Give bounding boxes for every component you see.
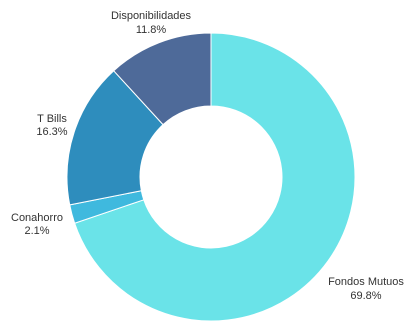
label-fondos-mutuos-name: Fondos Mutuos xyxy=(328,276,404,288)
label-t-bills-value: 16.3% xyxy=(36,126,67,138)
slice-fondos-mutuos xyxy=(73,32,356,322)
label-conahorro-name: Conahorro xyxy=(11,212,63,224)
label-fondos-mutuos-value: 69.8% xyxy=(350,290,381,302)
label-disponibilidades-name: Disponibilidades xyxy=(111,10,192,22)
slices-group xyxy=(66,32,356,322)
label-disponibilidades-value: 11.8% xyxy=(136,24,167,36)
label-t-bills-name: T Bills xyxy=(37,113,67,125)
label-conahorro-value: 2.1% xyxy=(24,225,49,237)
slice-disponibilidades xyxy=(113,32,212,126)
